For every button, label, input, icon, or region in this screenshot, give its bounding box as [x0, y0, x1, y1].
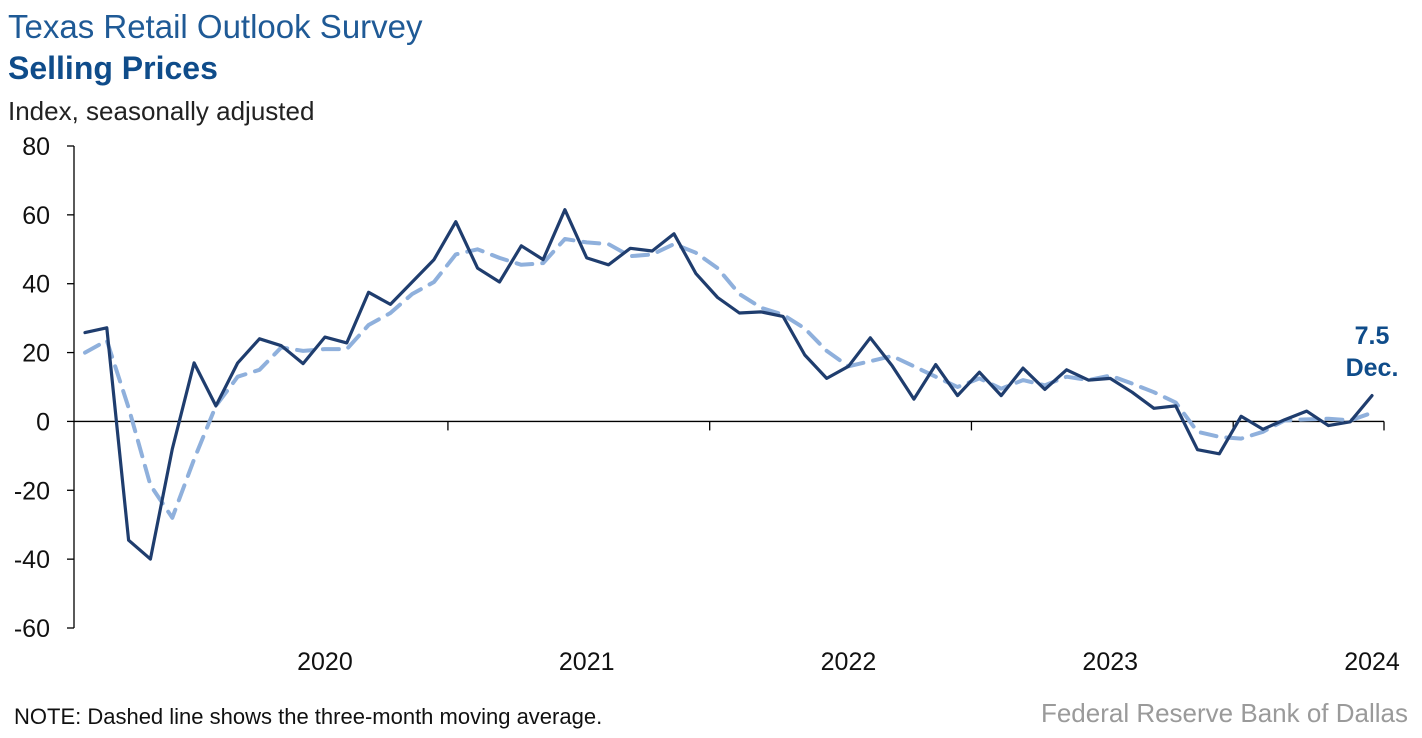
x-tick-label: 2022	[821, 648, 877, 676]
x-tick-label: 2020	[297, 648, 353, 676]
y-tick-label: 80	[22, 133, 50, 161]
y-tick-label: 0	[36, 408, 50, 436]
latest-value-label: 7.5	[1355, 322, 1390, 350]
y-tick-label: 40	[22, 271, 50, 299]
chart-subtitle: Selling Prices	[8, 50, 218, 86]
chart-note: NOTE: Dashed line shows the three-month …	[14, 704, 603, 729]
chart-title: Texas Retail Outlook Survey	[8, 8, 423, 45]
selling-prices-line	[83, 208, 1374, 561]
y-tick-label: -60	[14, 615, 50, 643]
chart-source: Federal Reserve Bank of Dallas	[1040, 698, 1408, 728]
y-tick-label: -40	[14, 546, 50, 574]
latest-month-label: Dec.	[1346, 354, 1399, 382]
moving-average-line	[83, 237, 1374, 520]
x-tick-label: 2023	[1082, 648, 1138, 676]
x-tick-label: 2024	[1344, 648, 1400, 676]
x-tick-label: 2021	[559, 648, 615, 676]
y-axis-label: Index, seasonally adjusted	[8, 96, 315, 126]
y-tick-label: 60	[22, 202, 50, 230]
y-tick-label: -20	[14, 477, 50, 505]
y-tick-label: 20	[22, 340, 50, 368]
